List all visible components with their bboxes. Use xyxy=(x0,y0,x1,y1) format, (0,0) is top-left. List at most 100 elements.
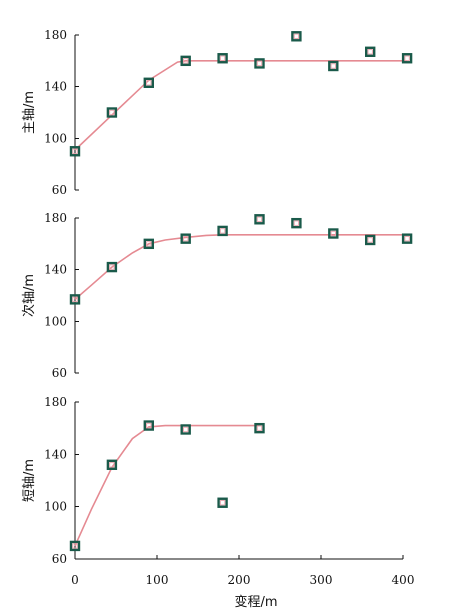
data-point xyxy=(217,225,228,237)
data-point-marker xyxy=(143,238,155,250)
data-point-inner xyxy=(219,500,226,506)
data-point xyxy=(217,53,228,64)
data-point-inner xyxy=(293,33,300,39)
data-point xyxy=(143,420,155,431)
data-point xyxy=(106,107,118,118)
data-point xyxy=(69,294,81,305)
panel-short-axis: 60 100 140 180 短轴/m 0 100 200 300 400 xyxy=(22,395,414,587)
data-point-marker xyxy=(291,31,302,42)
data-point-inner xyxy=(404,55,410,61)
data-point-marker xyxy=(69,294,81,305)
data-point-inner xyxy=(146,80,152,86)
data-point xyxy=(106,261,118,273)
y-tick-label: 100 xyxy=(44,314,67,328)
data-point-inner xyxy=(293,220,300,226)
data-point-marker xyxy=(291,217,302,229)
data-point-marker xyxy=(217,497,228,508)
y-tick-label: 140 xyxy=(44,80,67,94)
y-tick-label: 100 xyxy=(44,131,67,145)
y-tick-label: 100 xyxy=(44,500,67,514)
data-point-marker xyxy=(217,225,228,237)
fit-curve xyxy=(74,60,408,151)
data-point-inner xyxy=(330,230,336,237)
data-point-marker xyxy=(328,228,339,239)
data-point-marker xyxy=(180,233,191,244)
data-point-marker xyxy=(401,53,413,64)
data-point-marker xyxy=(217,53,228,64)
data-point xyxy=(291,217,302,229)
data-point-inner xyxy=(109,264,115,270)
data-point-inner xyxy=(256,425,263,431)
data-point-inner xyxy=(109,109,115,116)
fit-curve xyxy=(74,424,260,547)
data-point xyxy=(143,238,155,250)
data-point-inner xyxy=(367,49,373,55)
data-point-marker xyxy=(106,107,118,118)
fit-curve xyxy=(74,234,408,301)
data-point xyxy=(180,424,191,435)
data-point-inner xyxy=(72,148,78,154)
data-point-inner xyxy=(72,543,78,549)
data-point xyxy=(106,459,118,470)
data-point xyxy=(69,540,81,552)
y-axis-label: 次轴/m xyxy=(21,274,37,317)
data-point-marker xyxy=(143,77,155,88)
data-point-inner xyxy=(183,426,189,433)
x-tick-label: 100 xyxy=(146,573,169,587)
data-point-inner xyxy=(219,55,226,61)
data-point-marker xyxy=(106,261,118,273)
x-axis-label: 变程/m xyxy=(234,594,277,610)
data-point-inner xyxy=(183,58,189,64)
data-point-marker xyxy=(106,459,118,470)
data-point-inner xyxy=(219,228,226,234)
y-tick-label: 140 xyxy=(44,263,67,277)
data-point-marker xyxy=(401,233,413,244)
data-point xyxy=(69,146,81,157)
y-tick-label: 180 xyxy=(44,395,67,409)
data-point-marker xyxy=(254,58,265,69)
y-tick-label: 140 xyxy=(44,447,67,461)
panel-major-axis: 60 100 140 180 主轴/m xyxy=(22,28,413,197)
data-point xyxy=(365,234,376,246)
data-point xyxy=(401,53,413,64)
data-point-marker xyxy=(180,55,191,67)
data-point xyxy=(180,233,191,244)
data-point-inner xyxy=(146,241,152,247)
data-point xyxy=(254,214,265,225)
data-point-inner xyxy=(183,236,189,242)
data-point-inner xyxy=(367,237,373,243)
data-point xyxy=(254,422,265,434)
y-tick-label: 60 xyxy=(52,183,67,197)
data-point xyxy=(291,31,302,42)
data-point-inner xyxy=(72,296,78,303)
x-tick-label: 300 xyxy=(310,573,333,587)
x-tick-label: 400 xyxy=(392,573,415,587)
data-point xyxy=(328,60,339,72)
y-tick-label: 180 xyxy=(44,211,67,225)
data-point-marker xyxy=(328,60,339,72)
x-tick-label: 0 xyxy=(71,573,79,587)
data-point-marker xyxy=(365,46,376,57)
data-point-inner xyxy=(109,462,115,468)
data-point-marker xyxy=(254,422,265,434)
data-point xyxy=(401,233,413,244)
data-point xyxy=(143,77,155,88)
data-point-marker xyxy=(69,540,81,552)
data-point-marker xyxy=(69,146,81,157)
y-tick-label: 60 xyxy=(52,366,67,380)
y-axis-label: 短轴/m xyxy=(22,459,37,502)
data-point-inner xyxy=(256,216,263,222)
data-point xyxy=(217,497,228,508)
data-point xyxy=(180,55,191,67)
data-point xyxy=(365,46,376,57)
data-point-inner xyxy=(256,60,263,67)
panel-minor-axis: 60 100 140 180 次轴/m xyxy=(21,211,413,380)
data-point-marker xyxy=(143,420,155,431)
y-tick-label: 180 xyxy=(44,28,67,42)
data-point-marker xyxy=(254,214,265,225)
y-tick-label: 60 xyxy=(52,552,67,566)
data-point xyxy=(328,228,339,239)
data-point xyxy=(254,58,265,69)
data-point-inner xyxy=(404,236,410,242)
